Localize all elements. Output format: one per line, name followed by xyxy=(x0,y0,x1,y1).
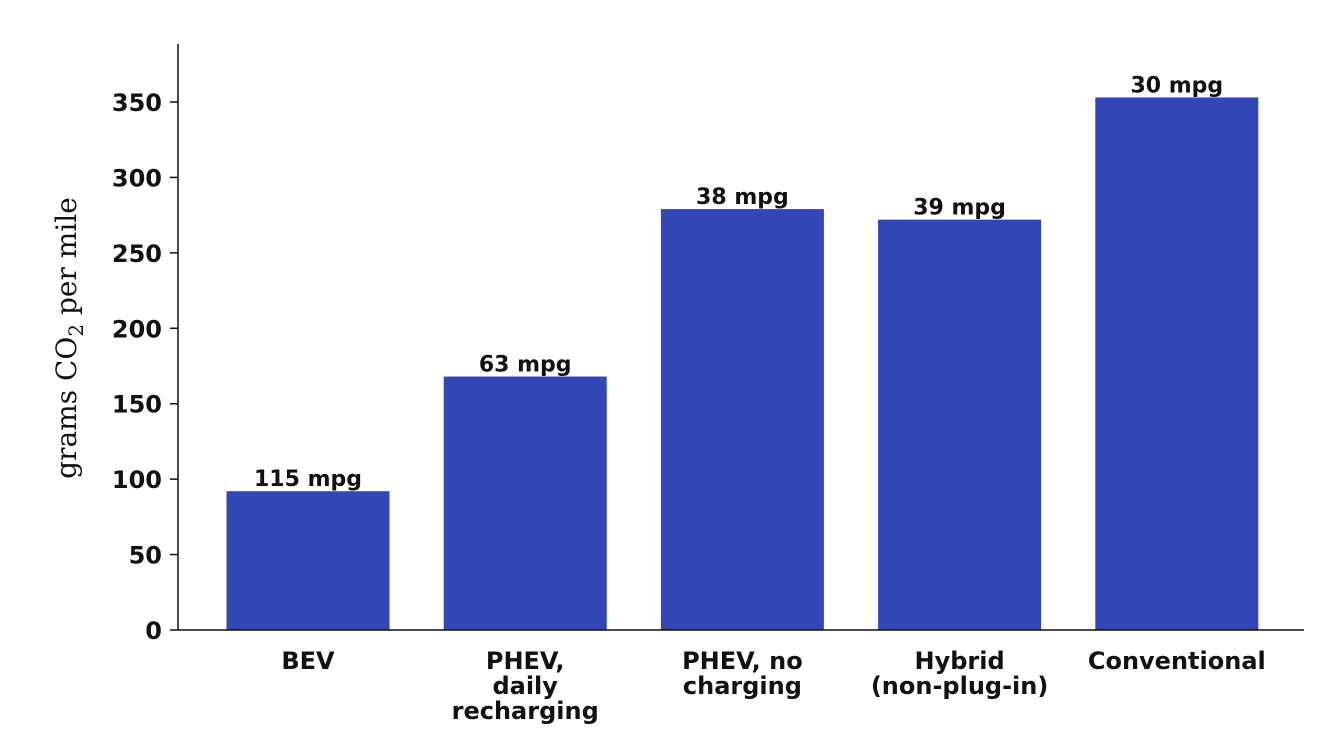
y-ticks-group: 0 50 100 150 200 250 300 350 xyxy=(112,89,178,645)
y-axis-title-subscript: 2 xyxy=(64,324,88,337)
data-label-1: 63 mpg xyxy=(479,353,572,378)
y-tick-label-7: 350 xyxy=(112,89,162,117)
data-labels-group: 115 mpg 63 mpg 38 mpg 39 mpg 30 mpg xyxy=(254,73,1223,492)
category-label-0: BEV xyxy=(281,647,335,675)
category-label-2: PHEV, no charging xyxy=(682,647,803,700)
category-label-3-line-1: (non-plug-in) xyxy=(871,672,1049,700)
y-axis-title-suffix: per mile xyxy=(50,197,83,324)
y-tick-label-4: 200 xyxy=(112,315,162,343)
category-label-1-line-2: recharging xyxy=(452,697,599,725)
bar-0 xyxy=(226,491,390,630)
bar-1 xyxy=(443,376,607,630)
y-axis-title-prefix: grams CO xyxy=(50,337,83,479)
y-tick-label-6: 300 xyxy=(112,164,162,192)
y-axis-title-group: grams CO2 per mile xyxy=(50,197,88,479)
bars-group xyxy=(226,97,1259,630)
category-label-4-line-0: Conventional xyxy=(1088,647,1266,675)
category-label-2-line-1: charging xyxy=(683,672,802,700)
bar-2 xyxy=(660,209,824,630)
data-label-2: 38 mpg xyxy=(696,185,789,210)
y-tick-label-0: 0 xyxy=(145,617,162,645)
category-label-2-line-0: PHEV, no xyxy=(682,647,803,675)
data-label-0: 115 mpg xyxy=(254,467,362,492)
category-label-1-line-0: PHEV, xyxy=(486,647,565,675)
bar-4 xyxy=(1095,97,1259,630)
bar-3 xyxy=(878,219,1042,630)
y-tick-label-3: 150 xyxy=(112,391,162,419)
y-tick-label-5: 250 xyxy=(112,240,162,268)
category-label-3: Hybrid (non-plug-in) xyxy=(871,647,1049,700)
category-label-1: PHEV, daily recharging xyxy=(452,647,599,725)
category-label-4: Conventional xyxy=(1088,647,1266,675)
data-label-3: 39 mpg xyxy=(913,196,1006,221)
y-tick-label-1: 50 xyxy=(129,542,162,570)
category-label-3-line-0: Hybrid xyxy=(915,647,1005,675)
x-labels-group: BEV PHEV, daily recharging PHEV, no charging H… xyxy=(281,647,1265,725)
y-axis-title: grams CO2 per mile xyxy=(50,197,88,479)
category-label-0-line-0: BEV xyxy=(281,647,335,675)
data-label-4: 30 mpg xyxy=(1130,73,1223,98)
category-label-1-line-1: daily xyxy=(492,672,558,700)
y-tick-label-2: 100 xyxy=(112,466,162,494)
